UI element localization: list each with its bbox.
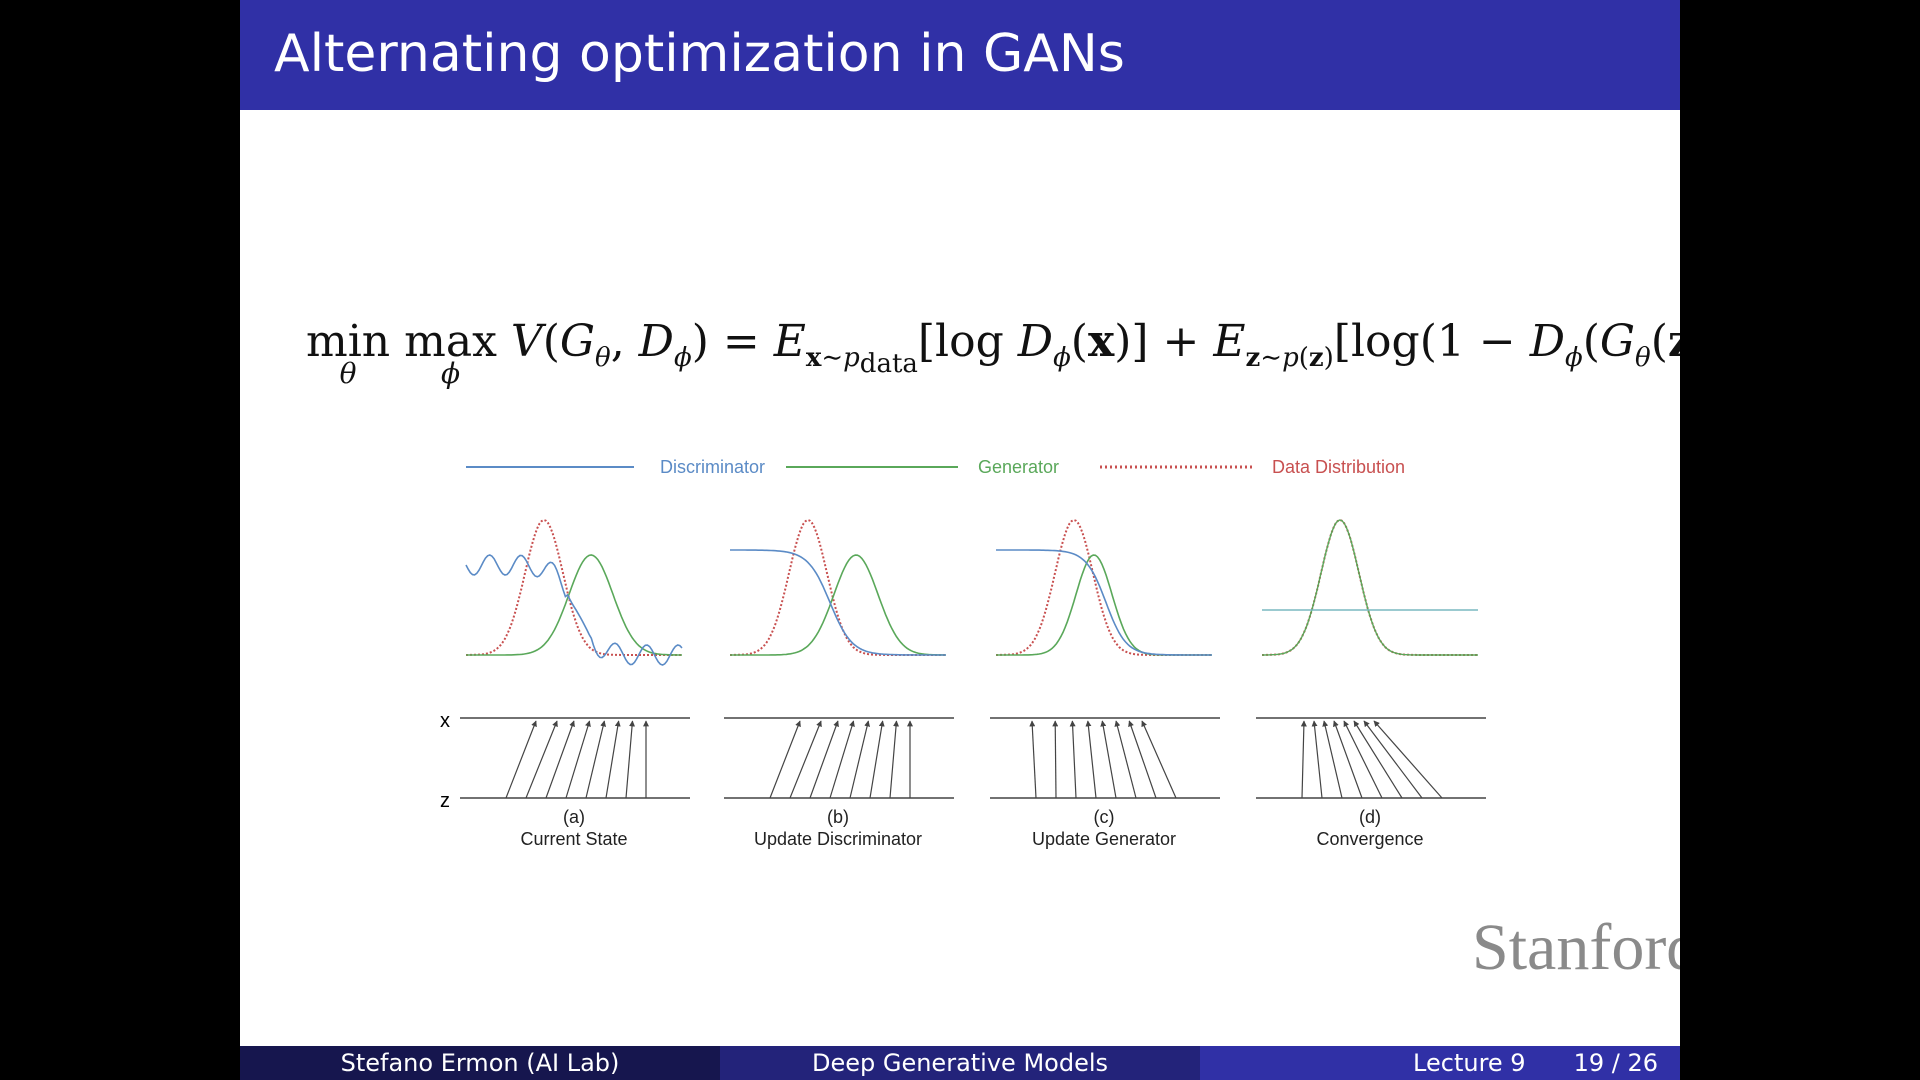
mapping-arrow [525,720,558,799]
mapping-arrow [809,720,839,799]
gan-objective-formula: min θ max ϕ V(Gθ, Dϕ) = Ex∼pdata[log Dϕ(x)… [306,316,1680,390]
panel-caption: Update Discriminator [754,829,922,849]
axis-x-label: x [440,710,450,732]
gan-training-figure: Discriminator Generator Data Distributio… [440,457,1486,849]
mapping-arrow [1141,720,1177,799]
axis-z-label: z [440,790,450,812]
legend-data-label: Data Distribution [1272,457,1405,477]
mapping-arrow [889,720,900,799]
mapping-arrow [545,720,575,799]
discriminator-curve [465,554,683,666]
mapping-arrow [1114,720,1137,799]
max-operator: max ϕ [404,316,497,390]
mapping-arrow [1029,720,1037,799]
data-distribution-curve [996,518,1212,656]
mapping-arrow [849,720,871,799]
mapping-arrow [829,720,855,799]
mapping-arrow [585,720,607,799]
panel-letter: (c) [1094,807,1115,827]
panel-letter: (a) [563,807,585,827]
mapping-arrow [1052,720,1059,799]
panel-caption: Convergence [1316,829,1423,849]
footer-lecture-info: Lecture 9 19 / 26 [1200,1046,1680,1080]
mapping-arrow [625,720,636,799]
mapping-arrow [1300,720,1307,799]
panel-letter: (d) [1359,807,1381,827]
mapping-arrow [1100,720,1117,799]
panel-caption: Current State [520,829,627,849]
mapping-arrow [505,720,537,799]
footer-lecture: Lecture 9 [1413,1049,1526,1077]
generator-curve [730,554,946,656]
legend-discriminator-label: Discriminator [660,457,765,477]
mapping-arrow [1343,720,1383,799]
mapping-arrow [769,720,801,799]
generator-curve [466,554,682,656]
figure-legend: Discriminator Generator Data Distributio… [466,457,1405,477]
slide-title: Alternating optimization in GANs [274,24,1125,84]
mapping-arrow [1069,720,1077,799]
mapping-arrow [565,720,591,799]
footer: Stefano Ermon (AI Lab) Deep Generative M… [240,1046,1680,1080]
footer-page-number: 19 / 26 [1573,1049,1658,1077]
mapping-arrow [1373,720,1443,799]
mapping-arrow [1363,720,1423,799]
discriminator-curve [996,549,1212,656]
min-operator: min θ [306,316,391,390]
mapping-arrow [605,720,621,799]
discriminator-curve [730,549,946,656]
panel-caption: Update Generator [1032,829,1176,849]
generator-curve [1262,519,1478,656]
slide: Alternating optimization in GANs min θ ma… [240,0,1680,1080]
mapping-arrow [789,720,822,799]
generator-curve [996,554,1212,656]
mapping-arrow [1128,720,1157,799]
data-distribution-curve [1262,518,1478,656]
mapping-arrow [1311,720,1323,799]
mapping-arrow [1353,720,1403,799]
mapping-arrow [1322,720,1343,799]
data-distribution-curve [730,518,946,656]
mapping-arrow [1085,720,1097,799]
footer-course: Deep Generative Models [720,1046,1200,1080]
legend-generator-label: Generator [978,457,1059,477]
panel-letter: (b) [827,807,849,827]
footer-author: Stefano Ermon (AI Lab) [240,1046,720,1080]
stanford-logo: Stanford [1472,911,1680,984]
title-bar: Alternating optimization in GANs [240,0,1680,110]
data-distribution-curve [466,518,682,656]
mapping-arrow [869,720,885,799]
mapping-arrow [1333,720,1363,799]
